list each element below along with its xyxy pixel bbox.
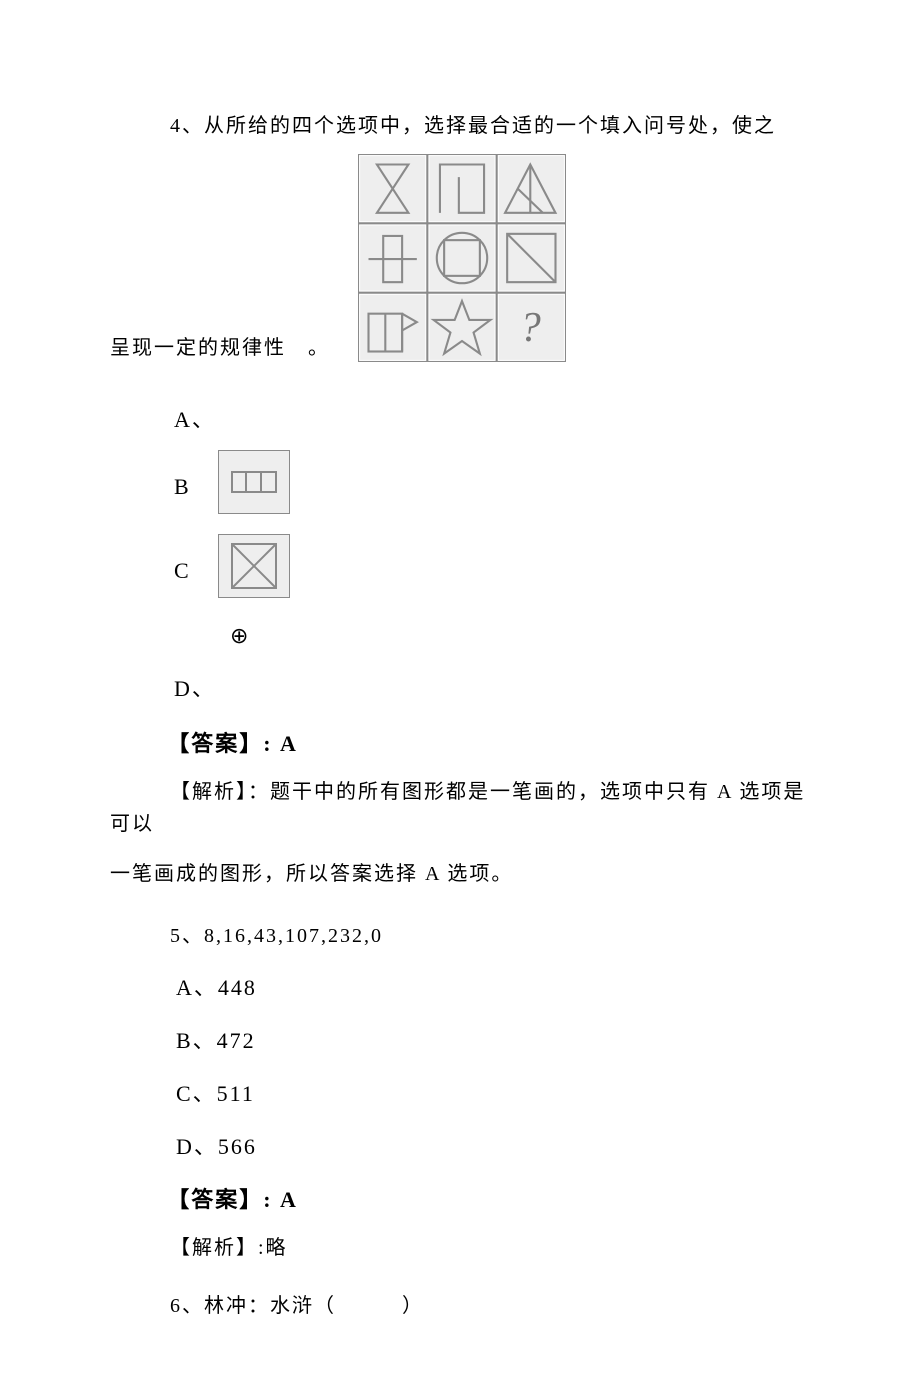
q4-option-d: ⊕ D、	[174, 618, 810, 706]
q6-stem: 6、林冲：水浒（ ）	[110, 1290, 810, 1322]
q5-option-d: D、566	[110, 1129, 810, 1164]
q5-stem: 5、8,16,43,107,232,0	[110, 920, 810, 952]
q5-answer: 【答案】: A	[110, 1182, 810, 1217]
q5-option-b: B、472	[110, 1023, 810, 1058]
oplus-icon: ⊕	[230, 623, 248, 648]
q4-answer: 【答案】: A	[110, 726, 810, 761]
svg-text:?: ?	[520, 305, 541, 351]
q4-option-c-fig	[218, 534, 290, 608]
q4-line1: 4、从所给的四个选项中，选择最合适的一个填入问号处，使之	[110, 110, 810, 142]
q4-option-a: A、	[174, 400, 810, 440]
q4-explain-l1: 【解析】：题干中的所有图形都是一笔画的，选项中只有 A 选项是可以	[110, 776, 810, 840]
q4-option-d-fig: ⊕	[230, 618, 810, 653]
option-label: D、	[174, 671, 218, 706]
q4-row: 呈现一定的规律性 。	[110, 154, 810, 372]
q4-options: A、 B C	[174, 400, 810, 706]
q4-prefix: 呈现一定的规律性 。	[110, 332, 330, 372]
q5-option-a: A、448	[110, 970, 810, 1005]
q4-option-b-fig	[218, 450, 290, 524]
q4-option-b: B	[174, 450, 810, 524]
q4-option-c: C	[174, 534, 810, 608]
option-label: B	[174, 469, 218, 504]
q4-explain-l2: 一笔画成的图形，所以答案选择 A 选项。	[110, 858, 810, 890]
q5-option-c: C、511	[110, 1076, 810, 1111]
option-label: A、	[174, 402, 218, 437]
q4-grid: ?	[358, 154, 566, 372]
q5-explain: 【解析】:略	[110, 1232, 810, 1264]
option-label: C	[174, 553, 218, 588]
